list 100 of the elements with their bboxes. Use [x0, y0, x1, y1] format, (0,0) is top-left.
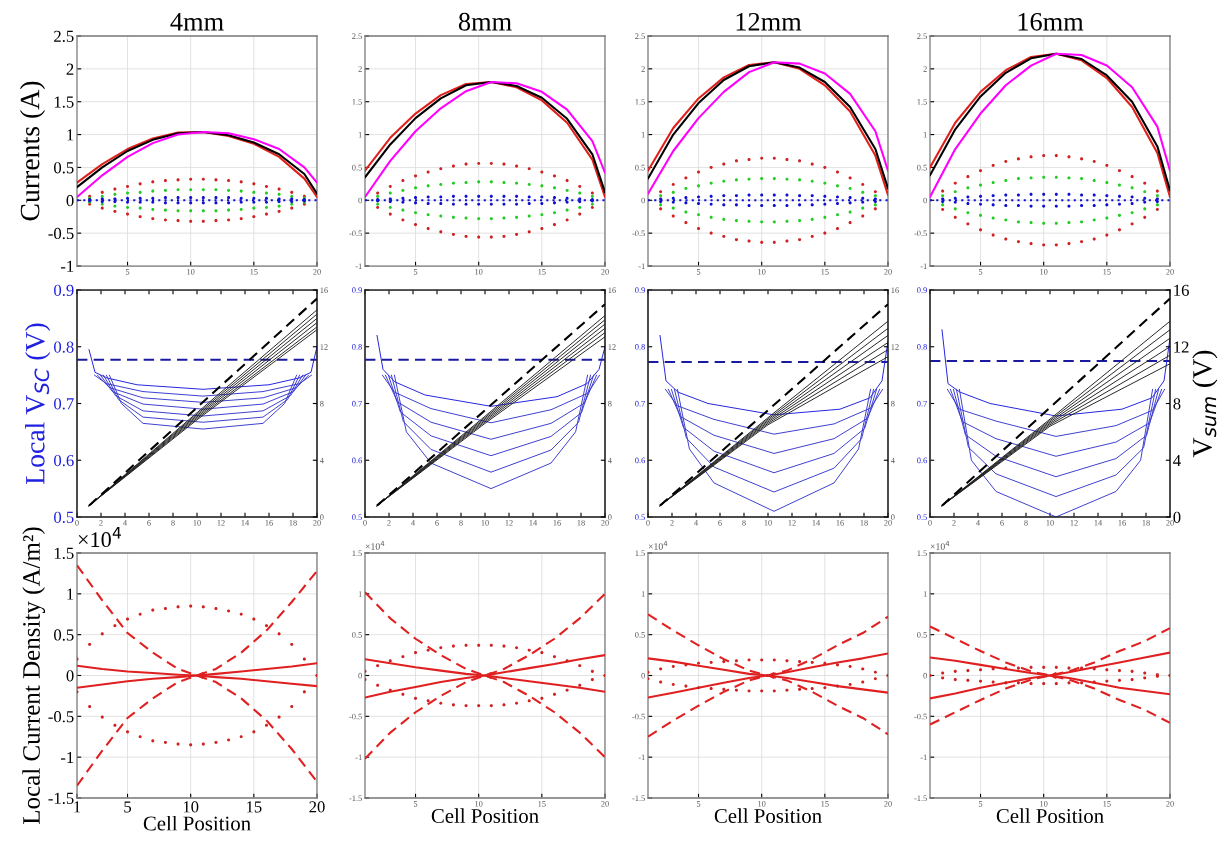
x-tick-label: 12 — [505, 520, 513, 526]
y2-tick-label: 16 — [1174, 284, 1189, 296]
y-tick-label: 0.5 — [635, 632, 645, 638]
y-tick-label: 0.5 — [635, 514, 645, 521]
y-tick-label: 0.6 — [917, 457, 927, 464]
chart-title: 12mm — [736, 12, 802, 31]
y-tick-label: -1 — [60, 260, 74, 272]
y-tick-label: 1.5 — [635, 99, 645, 105]
x-tick-label: 10 — [1040, 801, 1048, 807]
y-tick-label: 0.7 — [917, 400, 927, 407]
chart-title: 16mm — [1018, 12, 1084, 31]
y2-tick-label: 8 — [1173, 398, 1181, 410]
y2-tick-label: 8 — [891, 400, 895, 407]
y-tick-label: 0.8 — [54, 341, 74, 353]
y-tick-label: 0.6 — [352, 457, 362, 464]
x-tick-label: 8 — [459, 520, 463, 526]
y-tick-label: -0.5 — [349, 230, 362, 237]
y-tick-label: -0.5 — [48, 711, 74, 723]
x-tick-label: 16 — [265, 520, 273, 526]
y-tick-label: -1 — [60, 751, 74, 763]
x-axis-title: Cell Position — [996, 808, 1104, 823]
y-tick-label: -1 — [638, 263, 645, 269]
y-tick-label: 0 — [923, 197, 927, 204]
x-tick-label: 4 — [694, 520, 698, 526]
x-tick-label: 18 — [1142, 520, 1150, 526]
y-tick-label: 1 — [67, 129, 74, 141]
x-tick-label: 10 — [1046, 520, 1054, 526]
y-tick-label: 0.7 — [352, 400, 362, 407]
x-tick-label: 20 — [601, 269, 609, 275]
y-tick-label: -0.5 — [48, 227, 74, 240]
y-tick-label: 0 — [923, 672, 927, 679]
x-tick-label: 15 — [821, 269, 829, 275]
y-tick-label: 1.5 — [352, 550, 362, 557]
y-tick-label: 0.6 — [635, 457, 645, 464]
x-tick-label: 2 — [387, 520, 391, 526]
x-tick-label: 20 — [1166, 801, 1174, 807]
y-tick-label: -0.5 — [632, 230, 645, 237]
x-tick-label: 8 — [171, 520, 175, 526]
y-axis-title: Local V$_{SC}$ (V) — [25, 323, 51, 485]
y2-tick-label: 8 — [608, 400, 612, 407]
y-tick-label: 0 — [641, 672, 645, 679]
y2-tick-label: 12 — [1174, 341, 1189, 353]
text: ×10$^{4}$ — [78, 527, 121, 548]
x-tick-label: 20 — [313, 520, 321, 526]
x-tick-label: 20 — [313, 269, 321, 275]
y-tick-label: 0.8 — [352, 344, 362, 350]
y-tick-label: 1 — [358, 131, 362, 138]
x-tick-label: 10 — [1040, 269, 1048, 275]
text: ×10$^{4}$ — [365, 540, 385, 550]
x-tick-label: 12 — [1070, 520, 1078, 526]
y2-tick-label: 4 — [607, 457, 612, 464]
y2-tick-label: 12 — [608, 344, 616, 350]
y-tick-label: -1 — [920, 754, 927, 761]
y-tick-label: 1.5 — [635, 550, 645, 557]
y2-tick-label: 0 — [320, 514, 324, 520]
y2-tick-label: 12 — [891, 344, 899, 350]
y-tick-label: 0.5 — [54, 162, 74, 174]
x-tick-label: 2 — [670, 520, 674, 526]
y-tick-label: 0.5 — [54, 511, 74, 524]
x-tick-label: 4 — [123, 520, 127, 526]
x-tick-label: 5 — [696, 801, 701, 807]
x-tick-label: 10 — [475, 269, 483, 275]
x-tick-label: 20 — [309, 801, 325, 813]
x-tick-label: 15 — [250, 269, 258, 275]
text: ×10$^{4}$ — [648, 540, 668, 550]
y-tick-label: 2 — [923, 66, 927, 72]
x-tick-label: 10 — [183, 801, 199, 813]
y2-tick-label: 12 — [320, 344, 328, 350]
y-tick-label: -0.5 — [632, 713, 645, 720]
y2-tick-label: 16 — [891, 287, 899, 293]
x-tick-label: 2 — [99, 520, 103, 526]
y-tick-label: 0 — [66, 194, 74, 207]
x-tick-label: 18 — [860, 520, 868, 526]
x-tick-label: 5 — [978, 269, 983, 275]
y-tick-label: -1.5 — [914, 795, 927, 802]
x-tick-label: 0 — [928, 520, 932, 526]
y-tick-label: 0.5 — [352, 514, 362, 521]
y-tick-label: 1.5 — [54, 96, 74, 108]
x-tick-label: 5 — [125, 269, 130, 275]
x-axis-title: Cell Position — [431, 808, 539, 823]
y-tick-label: 2.5 — [352, 33, 362, 40]
x-tick-label: 5 — [413, 269, 418, 275]
x-tick-label: 10 — [481, 520, 489, 526]
chart-title: 4mm — [170, 13, 224, 31]
x-tick-label: 5 — [978, 801, 983, 807]
y-tick-label: 1.5 — [917, 99, 927, 105]
y-tick-label: 1 — [67, 588, 74, 600]
y-tick-label: -1.5 — [349, 795, 362, 802]
y2-axis-title: V$_{sum}$ (V) — [1192, 350, 1218, 458]
x-tick-label: 20 — [884, 801, 892, 807]
y-tick-label: 2 — [66, 63, 74, 75]
x-tick-label: 4 — [976, 520, 980, 526]
x-tick-label: 10 — [758, 801, 766, 807]
y-tick-label: 1 — [923, 131, 927, 138]
x-axis-title: Cell Position — [143, 815, 251, 831]
x-tick-label: 16 — [836, 520, 844, 526]
y-tick-label: 0.9 — [352, 287, 362, 294]
y-tick-label: 0.9 — [917, 287, 927, 294]
y-tick-label: 0.8 — [635, 344, 645, 350]
x-tick-label: 2 — [952, 520, 956, 526]
